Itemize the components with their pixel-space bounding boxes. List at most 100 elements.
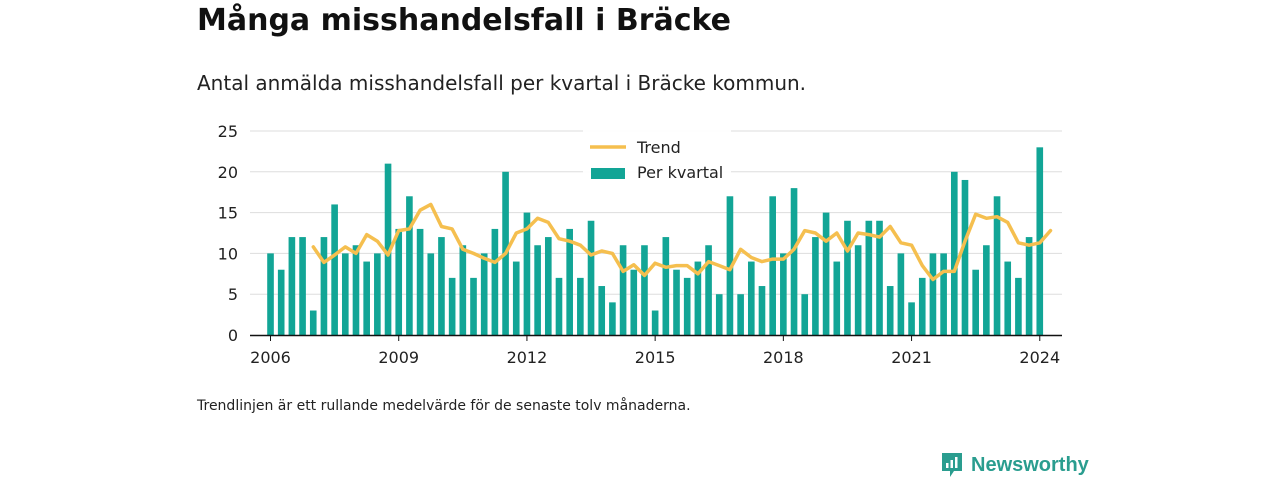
bar	[480, 253, 488, 335]
bar	[865, 220, 873, 335]
y-tick-label: 10	[218, 244, 238, 263]
trend-line	[311, 202, 1053, 282]
bar	[1004, 261, 1012, 335]
bar	[972, 269, 979, 335]
bar	[299, 237, 306, 335]
y-tick-label: 5	[228, 285, 238, 304]
bar	[929, 253, 937, 335]
bar	[715, 294, 723, 335]
bar	[416, 228, 424, 335]
bar	[1025, 237, 1033, 335]
bar	[630, 269, 638, 335]
bar	[544, 237, 552, 335]
bar	[288, 237, 296, 335]
bar	[694, 261, 702, 335]
legend-bar-label: Per kvartal	[637, 163, 723, 182]
bar	[374, 253, 381, 335]
legend: Trend Per kvartal	[583, 130, 731, 188]
bar	[876, 220, 883, 335]
bar	[673, 269, 680, 335]
y-tick-label: 25	[218, 122, 238, 141]
bar	[331, 204, 338, 335]
bar	[577, 277, 584, 335]
bar	[812, 237, 819, 335]
bar	[737, 294, 744, 335]
bar	[309, 310, 317, 335]
bar	[641, 245, 648, 335]
bar	[780, 253, 787, 335]
x-axis-ticks: 2006 2009 2012 2015 2018 2021 2024	[250, 335, 1060, 367]
bar	[854, 245, 862, 335]
bar	[341, 253, 349, 335]
legend-trend-label: Trend	[636, 138, 681, 157]
legend-bar-swatch	[591, 168, 625, 179]
y-axis-ticks: 0 5 10 15 20 25	[218, 122, 238, 345]
bar	[918, 277, 926, 335]
bar	[406, 196, 413, 335]
bar	[651, 310, 659, 335]
bar	[555, 277, 563, 335]
chart-subtitle: Antal anmälda misshandelsfall per kvarta…	[197, 71, 807, 95]
bar	[352, 245, 360, 335]
x-tick-label: 2018	[763, 348, 804, 367]
bar	[277, 269, 285, 335]
bar	[961, 179, 969, 335]
bar	[844, 220, 851, 335]
brand-logo[interactable]: Newsworthy	[940, 451, 1089, 479]
bar	[619, 245, 627, 335]
bar	[1015, 277, 1022, 335]
bar	[758, 286, 766, 335]
x-tick-label: 2009	[378, 348, 419, 367]
y-tick-label: 0	[228, 326, 238, 345]
bar	[705, 245, 712, 335]
bar	[801, 294, 809, 335]
bar	[566, 228, 573, 335]
newsworthy-logo-icon	[942, 453, 962, 477]
bar	[726, 196, 734, 335]
bar	[491, 228, 499, 335]
bar	[459, 245, 467, 335]
bar	[897, 253, 905, 335]
bar	[769, 196, 776, 335]
bar	[747, 261, 755, 335]
bar	[683, 277, 691, 335]
y-tick-label: 15	[218, 204, 238, 223]
x-tick-label: 2021	[891, 348, 932, 367]
bar	[523, 212, 531, 335]
bar	[512, 261, 520, 335]
bar	[395, 228, 403, 335]
bar	[448, 277, 456, 335]
y-tick-label: 20	[218, 163, 238, 182]
bar	[908, 302, 915, 335]
bar	[983, 245, 990, 335]
bar-series-per-kvartal	[267, 147, 1044, 335]
bar	[886, 286, 894, 335]
x-tick-label: 2012	[507, 348, 548, 367]
bar	[534, 245, 541, 335]
trend-line-series	[311, 202, 1053, 282]
bar	[598, 286, 606, 335]
bar	[267, 253, 274, 335]
x-tick-label: 2015	[635, 348, 676, 367]
bar	[950, 171, 958, 335]
bar	[662, 237, 670, 335]
bar	[438, 237, 445, 335]
bar	[790, 188, 798, 335]
bar	[470, 277, 477, 335]
brand-name: Newsworthy	[971, 453, 1089, 476]
bar	[384, 163, 392, 335]
bar	[427, 253, 435, 335]
x-tick-label: 2024	[1019, 348, 1060, 367]
bar	[833, 261, 841, 335]
bar	[587, 220, 595, 335]
bar	[940, 253, 947, 335]
x-tick-label: 2006	[250, 348, 291, 367]
chart-title: Många misshandelsfall i Bräcke	[197, 3, 732, 38]
bar	[320, 237, 328, 335]
bar	[363, 261, 370, 335]
bar	[822, 212, 830, 335]
bar	[993, 196, 1001, 335]
bar	[609, 302, 616, 335]
footnote: Trendlinjen är ett rullande medelvärde f…	[197, 398, 691, 414]
